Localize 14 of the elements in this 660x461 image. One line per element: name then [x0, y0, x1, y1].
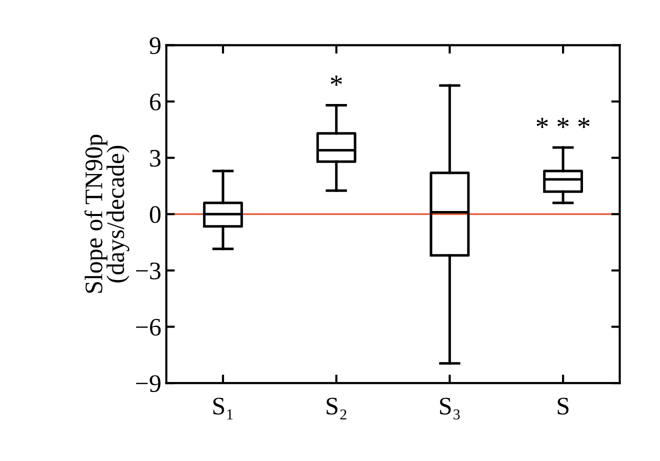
y-tick-label: −6: [136, 318, 161, 336]
y-tick-label: 9: [150, 37, 160, 54]
y-tick-label: 6: [150, 94, 161, 110]
y-tick-label: 3: [150, 150, 160, 167]
x-tick-label: S₂: [326, 398, 346, 420]
y-axis-title: Slope of TN90p (days/decade): [84, 134, 130, 293]
x-tick-label: S: [558, 398, 568, 415]
x-tick-label: S₁: [213, 398, 233, 420]
y-tick-label: −9: [136, 375, 160, 392]
y-tick-label: 0: [150, 206, 161, 224]
annotation: * * *: [536, 118, 590, 128]
annotation: *: [330, 76, 342, 86]
y-tick-label: −3: [136, 262, 160, 280]
x-tick-label: S₃: [440, 398, 460, 420]
